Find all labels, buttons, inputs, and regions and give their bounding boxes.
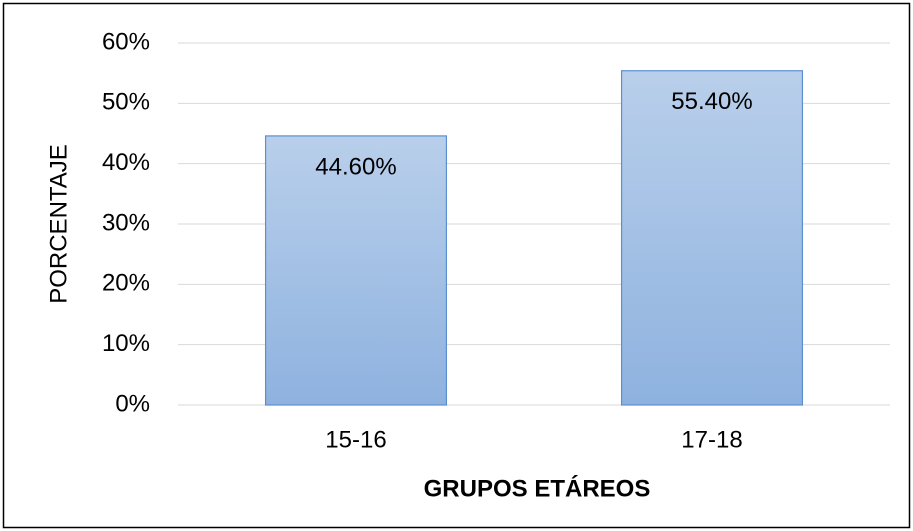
data-label: 44.60% xyxy=(315,153,396,180)
y-axis-title: PORCENTAJE xyxy=(45,144,72,304)
bar xyxy=(264,135,448,406)
bar xyxy=(620,70,804,406)
y-tick-label: 0% xyxy=(115,390,150,417)
y-tick-label: 40% xyxy=(102,149,150,176)
y-tick-label: 50% xyxy=(102,89,150,116)
y-tick-label: 60% xyxy=(102,28,150,55)
data-label: 55.40% xyxy=(671,88,752,115)
y-tick-label: 10% xyxy=(102,330,150,357)
x-tick-label: 17-18 xyxy=(681,426,742,453)
y-tick-label: 30% xyxy=(102,209,150,236)
x-tick-label: 15-16 xyxy=(325,426,386,453)
y-tick-label: 20% xyxy=(102,270,150,297)
x-axis-title: GRUPOS ETÁREOS xyxy=(424,474,651,502)
